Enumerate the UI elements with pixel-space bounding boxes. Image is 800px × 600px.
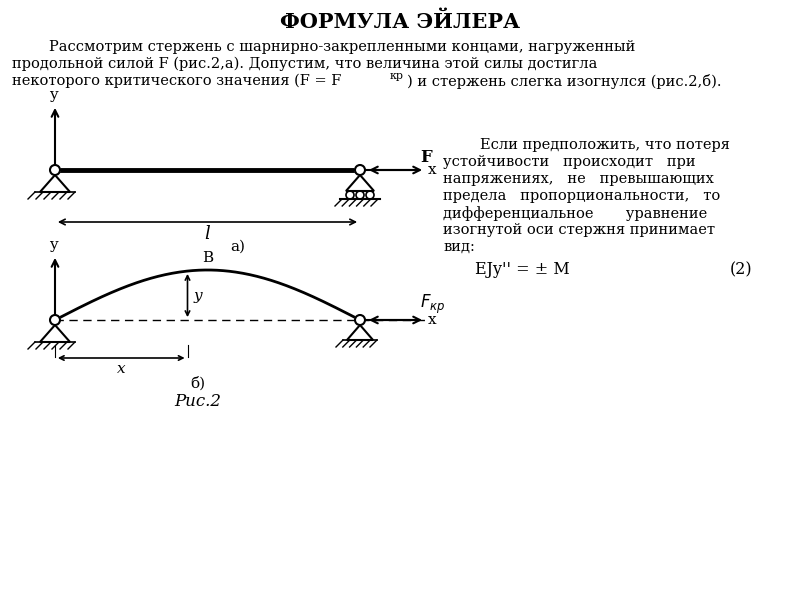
Text: B: B — [202, 251, 213, 265]
Text: дифференциальное       уравнение: дифференциальное уравнение — [443, 206, 707, 221]
Circle shape — [355, 165, 365, 175]
Text: y: y — [49, 88, 58, 102]
Text: y: y — [194, 289, 202, 302]
Text: x: x — [428, 163, 437, 177]
Text: Если предположить, что потеря: Если предположить, что потеря — [443, 138, 730, 152]
Text: (2): (2) — [730, 261, 753, 278]
Text: б): б) — [190, 376, 205, 391]
Text: некоторого критического значения (F = F: некоторого критического значения (F = F — [12, 74, 342, 88]
Text: ) и стержень слегка изогнулся (рис.2,б).: ) и стержень слегка изогнулся (рис.2,б). — [407, 74, 722, 89]
Text: предела   пропорциональности,   то: предела пропорциональности, то — [443, 189, 720, 203]
Text: x: x — [428, 313, 437, 327]
Text: Рассмотрим стержень с шарнирно-закрепленными концами, нагруженный: Рассмотрим стержень с шарнирно-закреплен… — [12, 40, 635, 54]
Text: изогнутой оси стержня принимает: изогнутой оси стержня принимает — [443, 223, 715, 237]
Text: Рис.2: Рис.2 — [174, 393, 221, 410]
Text: устойчивости   происходит   при: устойчивости происходит при — [443, 155, 696, 169]
Text: продольной силой F (рис.2,а). Допустим, что величина этой силы достигла: продольной силой F (рис.2,а). Допустим, … — [12, 57, 598, 71]
Text: вид:: вид: — [443, 240, 475, 254]
Text: l: l — [205, 225, 210, 243]
Text: напряжениях,   не   превышающих: напряжениях, не превышающих — [443, 172, 714, 186]
Text: ФОРМУЛА ЭЙЛЕРА: ФОРМУЛА ЭЙЛЕРА — [280, 12, 520, 32]
Text: а): а) — [230, 240, 245, 254]
Text: кр: кр — [390, 71, 404, 81]
Circle shape — [50, 315, 60, 325]
Text: F: F — [420, 149, 432, 166]
Text: EJy'' = ± M: EJy'' = ± M — [475, 261, 570, 278]
Text: $F_{кр}$: $F_{кр}$ — [420, 293, 446, 316]
Circle shape — [50, 165, 60, 175]
Circle shape — [355, 315, 365, 325]
Text: y: y — [49, 238, 58, 252]
Text: x: x — [117, 362, 126, 376]
